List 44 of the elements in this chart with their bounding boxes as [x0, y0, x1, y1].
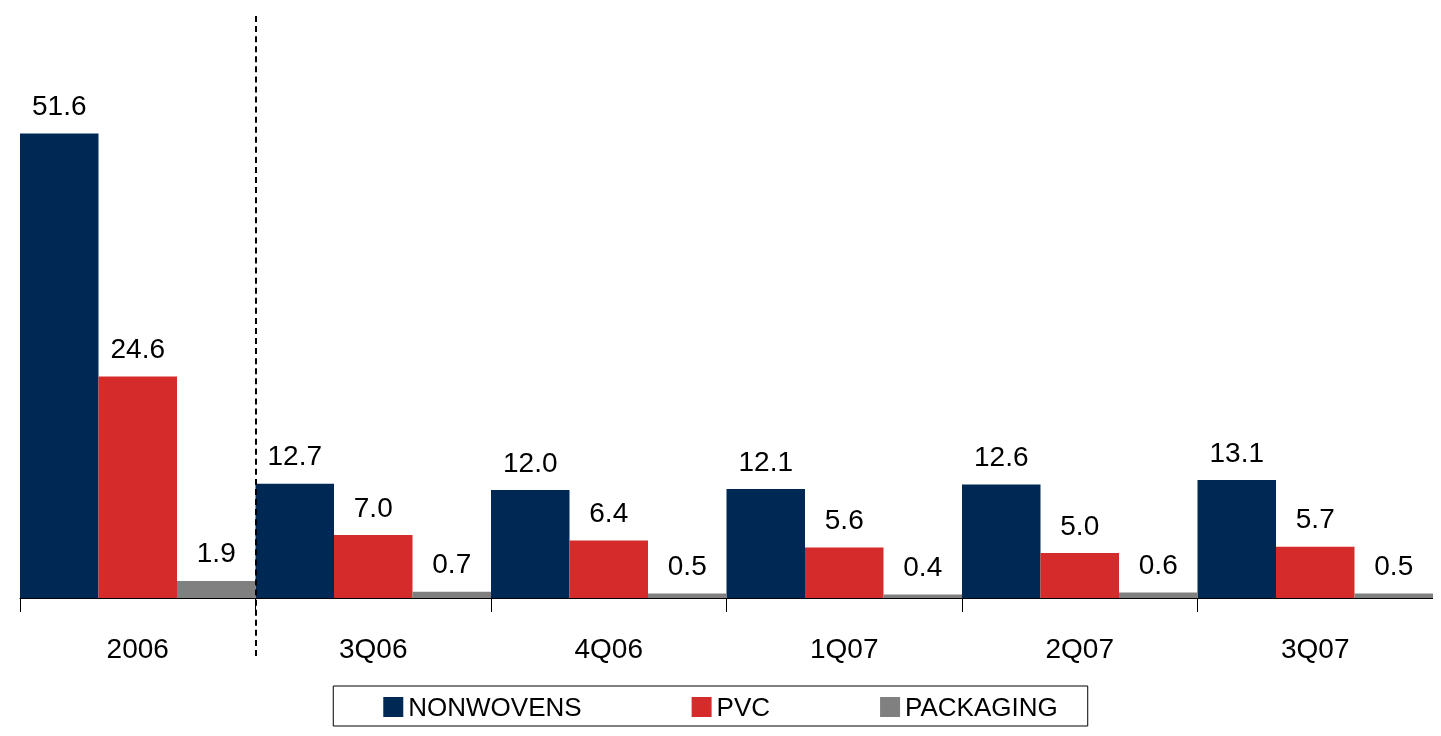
x-tick-label: 2Q07 — [1045, 632, 1114, 664]
x-tick-label: 4Q06 — [574, 632, 643, 664]
data-label: 0.6 — [1138, 549, 1178, 581]
bar — [1119, 592, 1198, 598]
data-label: 12.1 — [738, 445, 793, 477]
data-label: 12.7 — [267, 440, 322, 472]
bar — [648, 593, 727, 598]
bar — [1197, 480, 1276, 598]
data-label: 51.6 — [32, 90, 87, 122]
bar — [255, 483, 334, 598]
data-label: 12.0 — [503, 446, 558, 478]
bar — [883, 594, 962, 598]
x-tick-label: 2006 — [106, 632, 169, 664]
legend-label: PVC — [716, 692, 771, 722]
bar — [491, 490, 570, 598]
bar — [20, 133, 99, 598]
bar — [726, 489, 805, 598]
data-label: 5.0 — [1060, 509, 1100, 541]
x-tick-label: 3Q07 — [1281, 632, 1350, 664]
bar — [569, 540, 648, 598]
legend-label: PACKAGING — [905, 692, 1058, 722]
bar — [98, 376, 177, 598]
data-label: 6.4 — [589, 496, 629, 528]
data-label: 13.1 — [1209, 436, 1264, 468]
data-label: 5.6 — [824, 504, 864, 536]
bar — [1276, 546, 1355, 598]
bar — [805, 547, 884, 598]
data-label: 0.4 — [903, 550, 943, 582]
data-label: 1.9 — [196, 537, 236, 569]
bar — [1040, 553, 1119, 598]
data-label: 12.6 — [974, 441, 1029, 473]
data-label: 0.5 — [667, 550, 707, 581]
data-label: 24.6 — [110, 333, 165, 365]
data-label: 5.7 — [1295, 503, 1335, 535]
x-tick-label: 3Q06 — [339, 632, 408, 664]
x-tick-label: 1Q07 — [810, 632, 879, 664]
bar — [177, 580, 256, 598]
bar — [334, 535, 413, 598]
data-label: 0.7 — [432, 548, 472, 580]
bar — [962, 484, 1041, 598]
data-label: 7.0 — [353, 491, 393, 523]
bar — [412, 591, 491, 598]
data-label: 0.5 — [1374, 550, 1414, 581]
legend-label: NONWOVENS — [408, 692, 582, 722]
